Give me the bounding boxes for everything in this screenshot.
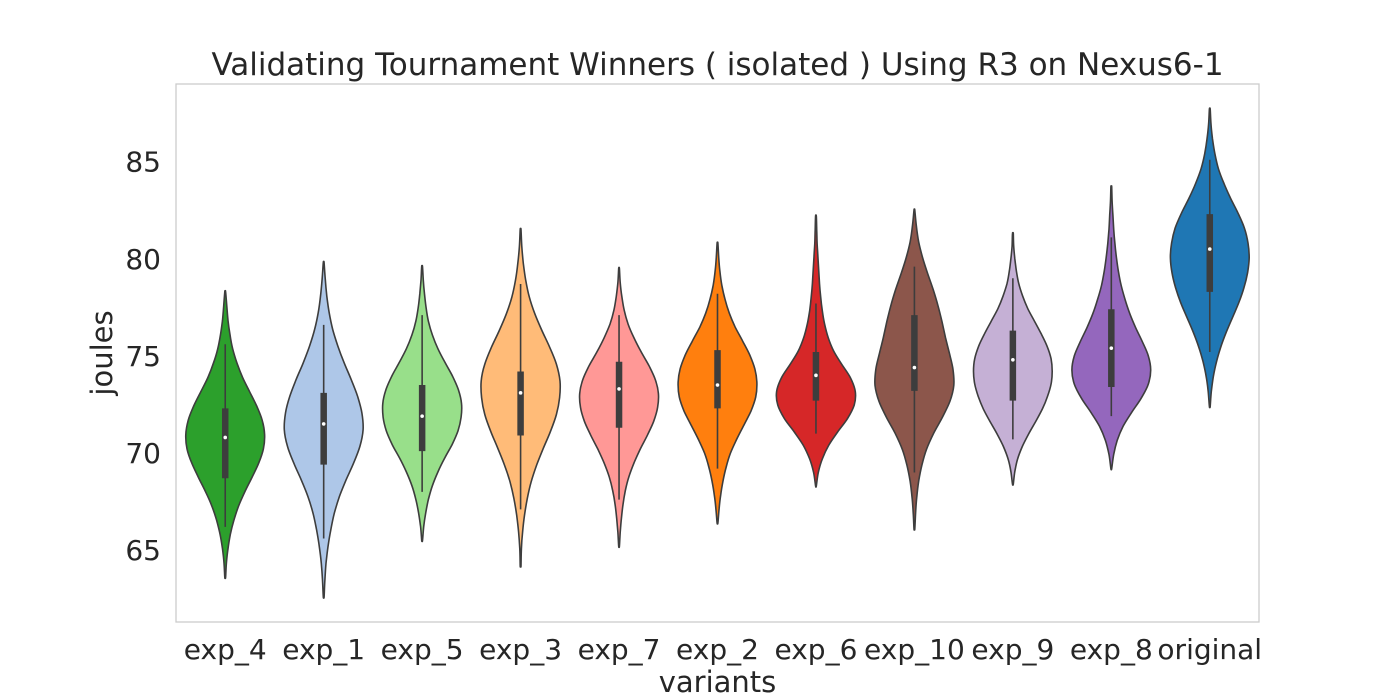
chart-title: Validating Tournament Winners ( isolated…: [211, 47, 1223, 83]
violins-group: [184, 107, 1251, 599]
x-tick-label: exp_10: [864, 633, 965, 666]
median-dot-exp_1: [321, 422, 326, 426]
y-tick-label: 80: [125, 243, 161, 276]
y-ticks-group: 65 70 75 80 85: [125, 146, 161, 567]
x-tick-label: exp_9: [971, 633, 1054, 666]
y-tick-label: 70: [125, 437, 161, 470]
plot-frame: [175, 83, 1260, 623]
x-tick-label: exp_4: [184, 633, 267, 666]
x-axis-label: variants: [659, 665, 777, 699]
y-tick-label: 75: [125, 340, 161, 373]
median-dot-exp_4: [223, 435, 228, 440]
x-tick-label: exp_6: [775, 633, 858, 666]
x-tick-label: exp_5: [381, 633, 464, 666]
y-tick-label: 85: [125, 146, 161, 179]
median-dot-exp_9: [1011, 357, 1015, 362]
median-dot-original: [1207, 247, 1212, 251]
median-dot-exp_2: [715, 383, 720, 387]
median-dot-exp_6: [814, 373, 818, 378]
y-tick-label: 65: [125, 534, 161, 567]
x-tick-label: exp_3: [479, 633, 562, 666]
median-dot-exp_3: [518, 391, 523, 395]
median-dot-exp_10: [912, 365, 917, 370]
x-tick-label: exp_2: [676, 633, 759, 666]
y-axis-label: joules: [85, 310, 119, 396]
median-dot-exp_5: [420, 414, 424, 418]
x-tick-label: exp_8: [1070, 633, 1153, 666]
x-tick-label: exp_7: [578, 633, 661, 666]
x-tick-label: original: [1157, 633, 1262, 666]
median-dot-exp_7: [617, 387, 621, 391]
x-ticks-group: exp_4 exp_1 exp_5 exp_3 exp_7 exp_2 exp_6 exp_1…: [184, 633, 1262, 666]
median-dot-exp_8: [1109, 346, 1114, 350]
x-tick-label: exp_1: [282, 633, 365, 666]
